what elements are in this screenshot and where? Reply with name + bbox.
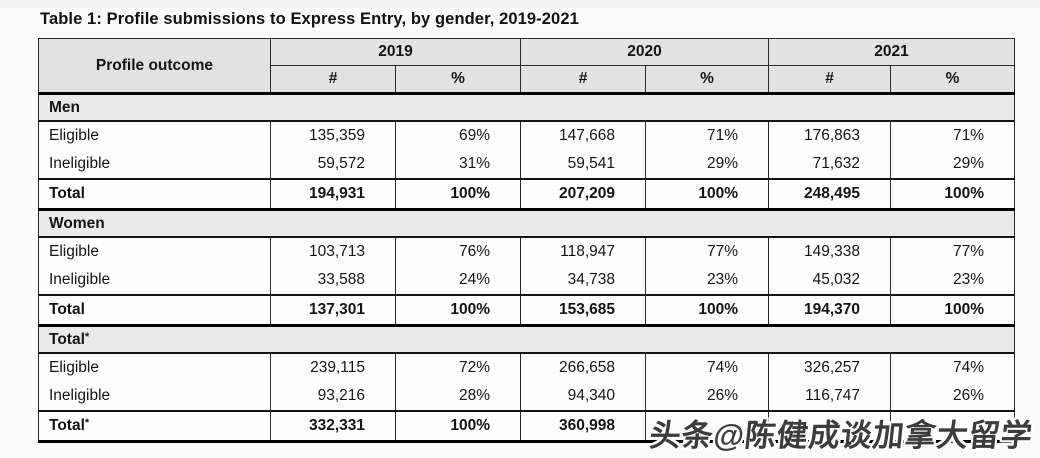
table-row: Ineligible 59,572 31% 59,541 29% 71,632 29% (38, 150, 1015, 179)
year-header-2021: 2021 (768, 38, 1015, 66)
cell-value: 59,572 (270, 150, 396, 179)
cell-value: 118,947 (520, 237, 646, 266)
cell-value: 26% (890, 382, 1015, 411)
cell-value: 100% (394, 294, 521, 327)
cell-value: 153,685 (520, 294, 646, 327)
cell-value: 29% (890, 150, 1015, 179)
cell-value: 266,658 (520, 353, 646, 382)
year-header-2019: 2019 (269, 38, 521, 66)
cell-value: 149,338 (768, 237, 891, 266)
asterisk-footnote: * (84, 330, 90, 343)
row-label: Total* (38, 410, 271, 443)
cell-value: 28% (394, 382, 521, 411)
table-row: Total* 332,331 100% 360,998 (38, 410, 1015, 443)
table-row: Total 194,931 100% 207,209 100% 248,495 100% (38, 178, 1015, 211)
table-row: Eligible 239,115 72% 266,658 74% 326,257 74% (38, 353, 1015, 382)
section-label: Total* (38, 325, 1015, 354)
section-label: Men (38, 93, 1015, 122)
cell-value: 100% (394, 178, 521, 211)
cell-value: 147,668 (520, 121, 646, 150)
percent-header-2020: % (645, 65, 769, 95)
cell-value: 94,340 (520, 382, 646, 411)
cell-value: 76% (394, 237, 521, 266)
cell-value: 26% (645, 382, 769, 411)
cell-value: 71% (890, 121, 1015, 150)
row-label: Total (38, 178, 271, 211)
asterisk-footnote: * (84, 417, 90, 429)
row-label: Ineligible (38, 150, 271, 179)
percent-header-2019: % (394, 65, 521, 95)
cell-value: 45,032 (768, 266, 891, 295)
row-label: Eligible (38, 353, 271, 382)
row-label: Ineligible (38, 382, 271, 411)
profile-submissions-table: Profile outcome 2019 2020 2021 # % # % #… (38, 38, 1016, 443)
cell-value: 135,359 (270, 121, 396, 150)
row-label: Eligible (38, 121, 271, 150)
section-header-row: Women (38, 209, 1015, 238)
cell-value: 71,632 (768, 150, 891, 179)
cell-value: 59,541 (520, 150, 646, 179)
table-row: Ineligible 33,588 24% 34,738 23% 45,032 23% (38, 266, 1015, 295)
cell-value: 93,216 (270, 382, 396, 411)
cell-value: 72% (394, 353, 521, 382)
cell-value: 100% (645, 294, 769, 327)
cell-value: 34,738 (520, 266, 646, 295)
cell-value: 31% (394, 150, 521, 179)
table-row: Ineligible 93,216 28% 94,340 26% 116,747 26% (38, 382, 1015, 411)
table-row: Eligible 135,359 69% 147,668 71% 176,863 71% (38, 121, 1015, 150)
cell-value: 29% (645, 150, 769, 179)
table-title: Table 1: Profile submissions to Express … (40, 10, 579, 28)
section-label: Women (38, 209, 1015, 238)
cell-value: 24% (394, 266, 521, 295)
cell-value: 100% (645, 178, 769, 211)
row-label: Ineligible (38, 266, 271, 295)
toutiao-watermark: 头条@陈健成谈加拿大留学 (647, 418, 1035, 453)
cell-value: 77% (890, 237, 1015, 266)
percent-header-2021: % (890, 65, 1015, 95)
year-header-2020: 2020 (520, 38, 769, 66)
cell-value: 74% (890, 353, 1015, 382)
cell-value: 77% (645, 237, 769, 266)
cell-value: 23% (645, 266, 769, 295)
cell-value: 116,747 (768, 382, 891, 411)
count-header-2020: # (520, 65, 646, 95)
cell-value: 194,370 (768, 294, 891, 327)
row-label: Eligible (38, 237, 271, 266)
cell-value (645, 410, 769, 443)
row-label: Total (38, 294, 271, 327)
cell-value: 100% (394, 410, 521, 443)
header-sub-row: # % # % # % (39, 65, 1015, 95)
cell-value: 100% (890, 294, 1015, 327)
cell-value: 33,588 (270, 266, 396, 295)
section-header-row: Men (38, 93, 1015, 122)
cell-value: 239,115 (270, 353, 396, 382)
cell-value: 248,495 (768, 178, 891, 211)
cell-value: 207,209 (520, 178, 646, 211)
cell-value: 74% (645, 353, 769, 382)
cell-value: 69% (394, 121, 521, 150)
cell-value: 103,713 (270, 237, 396, 266)
cell-value: 100% (890, 178, 1015, 211)
cell-value: 194,931 (270, 178, 396, 211)
cell-value: 71% (645, 121, 769, 150)
corner-header: Profile outcome (38, 38, 271, 95)
cell-value: 137,301 (270, 294, 396, 327)
cell-value: 332,331 (270, 410, 396, 443)
count-header-2021: # (768, 65, 891, 95)
header-year-row: Profile outcome 2019 2020 2021 (38, 38, 1015, 95)
cell-value: 176,863 (768, 121, 891, 150)
table-row: Total 137,301 100% 153,685 100% 194,370 100% (38, 294, 1015, 327)
cell-value: 326,257 (768, 353, 891, 382)
table-row: Eligible 103,713 76% 118,947 77% 149,338 77% (38, 237, 1015, 266)
cell-value (890, 410, 1015, 443)
cell-value (768, 410, 891, 443)
section-header-row: Total* (38, 325, 1015, 354)
cell-value: 23% (890, 266, 1015, 295)
count-header-2019: # (270, 65, 396, 95)
cell-value: 360,998 (520, 410, 646, 443)
page-top-band (0, 0, 1040, 8)
